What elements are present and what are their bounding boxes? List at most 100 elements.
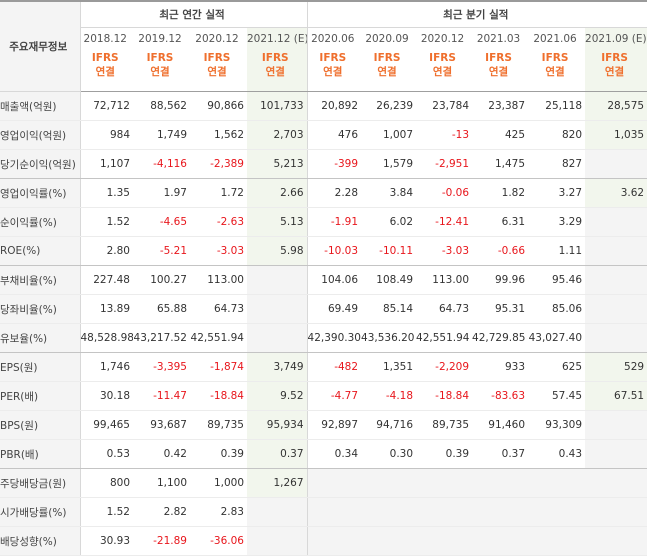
value-cell: 1,007 (361, 120, 417, 150)
value-cell: 1,562 (190, 120, 247, 150)
value-cell: 95.31 (472, 294, 529, 324)
ifrs-label: IFRS (541, 52, 569, 64)
value-cell: -0.66 (472, 236, 529, 266)
value-cell: 28,575 (585, 91, 647, 121)
value-cell: 529 (585, 352, 647, 382)
value-cell (585, 294, 647, 324)
value-cell: -3.03 (190, 236, 247, 266)
value-cell: 6.31 (472, 207, 529, 237)
value-cell (585, 265, 647, 295)
period-header: 2020.12 (195, 32, 239, 45)
period-header: 2020.06 (311, 32, 355, 45)
value-cell (247, 294, 308, 324)
value-cell: 25,118 (528, 91, 586, 121)
value-cell: 1,351 (361, 352, 417, 382)
value-cell: 0.42 (133, 439, 190, 469)
period-header: 2020.12 (420, 32, 465, 45)
value-cell: 1.52 (80, 497, 133, 527)
value-cell: 5.98 (247, 236, 308, 266)
value-cell: 23,784 (416, 91, 473, 121)
value-cell: 1.97 (133, 178, 190, 208)
value-cell: 85.14 (361, 294, 417, 324)
value-cell: 85.06 (528, 294, 586, 324)
value-cell: 94,716 (361, 410, 417, 440)
value-cell: 2.66 (247, 178, 308, 208)
value-cell: 42,729.85 (472, 323, 529, 353)
value-cell (247, 323, 308, 353)
value-cell: 3,749 (247, 352, 308, 382)
ifrs-label: IFRS (373, 52, 401, 64)
value-cell (528, 497, 586, 527)
period-header: 2021.03 (476, 32, 521, 45)
table-row: 주당배당금(원) 800 1,100 1,000 1,267 (0, 468, 647, 498)
value-cell: -3.03 (416, 236, 473, 266)
accounting-standard-header: IFRS 연결 (190, 49, 247, 92)
value-cell: -36.06 (190, 526, 247, 556)
value-cell: -83.63 (472, 381, 529, 411)
value-cell: 476 (307, 120, 362, 150)
value-cell: 3.84 (361, 178, 417, 208)
row-label: 배당성향(%) (0, 526, 81, 556)
value-cell: -5.21 (133, 236, 190, 266)
value-cell: -2.63 (190, 207, 247, 237)
annual-header: 최근 연간 실적 (80, 1, 308, 28)
value-cell: 2.28 (307, 178, 362, 208)
value-cell: 48,528.98 (80, 323, 133, 353)
accounting-standard-header: IFRS 연결 (307, 49, 362, 92)
accounting-standard-header: IFRS 연결 (416, 49, 473, 92)
value-cell: 0.39 (416, 439, 473, 469)
table-row: 영업이익률(%) 1.35 1.97 1.72 2.66 2.28 3.84 -0.06 1.8… (0, 178, 647, 208)
value-cell: 1,000 (190, 468, 247, 498)
value-cell: 0.39 (190, 439, 247, 469)
value-cell: 1.72 (190, 178, 247, 208)
value-cell: 113.00 (416, 265, 473, 295)
value-cell: 93,687 (133, 410, 190, 440)
table-row: EPS(원) 1,746 -3,395 -1,874 3,749 -482 1,351 -2,… (0, 352, 647, 382)
consolidated-label: 연결 (377, 66, 397, 78)
value-cell: 800 (80, 468, 133, 498)
consolidated-label: 연결 (488, 66, 509, 78)
value-cell: 1.82 (472, 178, 529, 208)
consolidated-label: 연결 (604, 66, 625, 78)
value-cell: -10.03 (307, 236, 362, 266)
row-label: 부채비율(%) (0, 265, 81, 295)
row-label: 유보율(%) (0, 323, 81, 353)
row-label: PER(배) (0, 381, 81, 411)
table-row: ROE(%) 2.80 -5.21 -3.03 5.98 -10.03 -10.11 -3.0… (0, 236, 647, 266)
row-label-header: 주요재무정보 (0, 1, 81, 92)
value-cell (361, 468, 417, 498)
value-cell (416, 526, 473, 556)
value-cell: 65.88 (133, 294, 190, 324)
value-cell: 113.00 (190, 265, 247, 295)
value-cell: 2.83 (190, 497, 247, 527)
value-cell (528, 468, 586, 498)
consolidated-label: 연결 (95, 66, 115, 78)
accounting-standard-header: IFRS 연결 (528, 49, 586, 92)
value-cell (247, 265, 308, 295)
value-cell (585, 207, 647, 237)
value-cell: 69.49 (307, 294, 362, 324)
value-cell: 625 (528, 352, 586, 382)
value-cell (361, 526, 417, 556)
row-label: 시가배당률(%) (0, 497, 81, 527)
value-cell: 101,733 (247, 91, 308, 121)
value-cell: 5.13 (247, 207, 308, 237)
value-cell (585, 526, 647, 556)
accounting-standard-header: IFRS 연결 (585, 49, 647, 92)
value-cell: 89,735 (190, 410, 247, 440)
accounting-standard-header: IFRS 연결 (472, 49, 529, 92)
value-cell: -4.65 (133, 207, 190, 237)
value-cell: -482 (307, 352, 362, 382)
value-cell (307, 497, 362, 527)
value-cell: 99,465 (80, 410, 133, 440)
value-cell: 88,562 (133, 91, 190, 121)
value-cell: -2,389 (190, 149, 247, 179)
value-cell: -4.18 (361, 381, 417, 411)
value-cell: 43,536.20 (361, 323, 417, 353)
value-cell: 30.18 (80, 381, 133, 411)
ifrs-label: IFRS (91, 52, 119, 64)
consolidated-label: 연결 (545, 66, 565, 78)
value-cell: 89,735 (416, 410, 473, 440)
value-cell (416, 468, 473, 498)
